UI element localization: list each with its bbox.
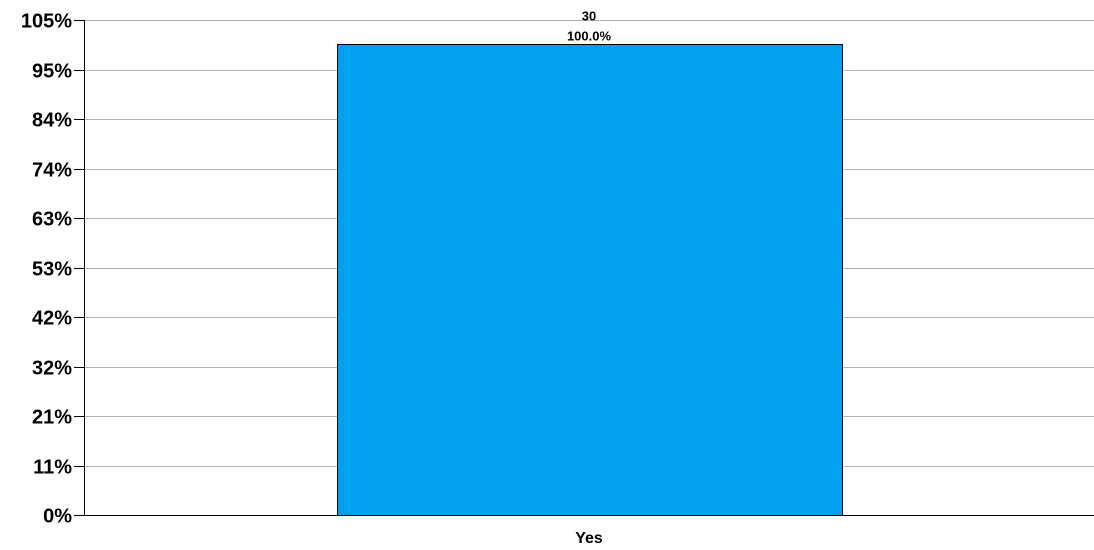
y-tick-label: 63% bbox=[32, 209, 72, 231]
y-tick-label: 74% bbox=[32, 160, 72, 182]
y-tick-label: 21% bbox=[32, 407, 72, 429]
y-tick-label: 0% bbox=[43, 506, 72, 528]
y-tick-label: 95% bbox=[32, 61, 72, 83]
y-tick-label: 105% bbox=[21, 11, 72, 33]
labels: 0% 11% 21% 32% 42% 53% 63% 74% 84% 95% 105% 30 100.0… bbox=[21, 9, 612, 548]
bar-yes bbox=[337, 44, 843, 516]
bars bbox=[337, 44, 843, 516]
y-tick-label: 84% bbox=[32, 110, 72, 132]
y-tick-label: 53% bbox=[32, 259, 72, 281]
data-label-count: 30 bbox=[582, 9, 596, 24]
data-label-percent: 100.0% bbox=[567, 29, 612, 44]
y-tick-label: 32% bbox=[32, 358, 72, 380]
y-tick-label: 11% bbox=[33, 457, 72, 479]
x-category-label: Yes bbox=[575, 530, 603, 547]
y-tick-label: 42% bbox=[32, 308, 72, 330]
axes bbox=[74, 20, 1094, 516]
